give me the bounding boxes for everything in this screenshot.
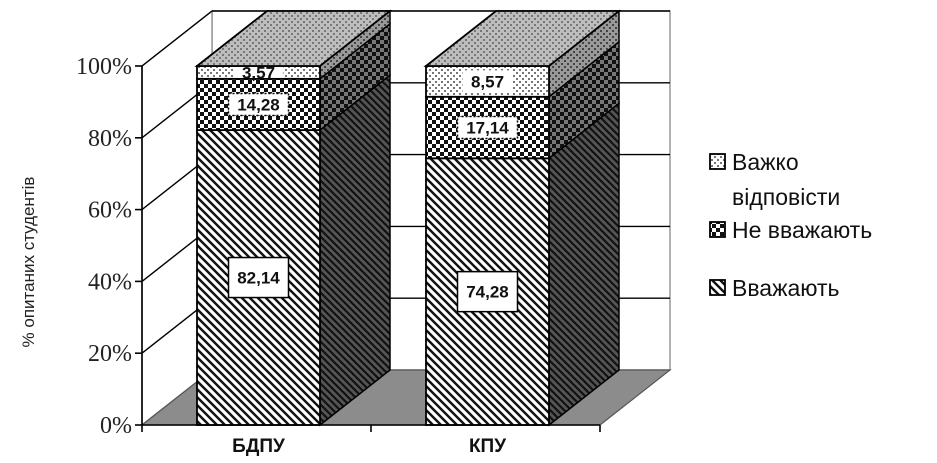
data-label-box <box>456 115 519 140</box>
category-label: БДПУ <box>232 436 285 457</box>
segment-agree-side <box>548 101 620 427</box>
segment-disagree <box>425 95 550 160</box>
legend-swatch <box>709 221 726 238</box>
x-axis: БДПУ КПУ <box>141 424 601 457</box>
legend-swatch <box>709 153 726 170</box>
segment-agree-side <box>319 73 391 427</box>
y-tick-label: 40% <box>88 269 132 295</box>
legend-label-line2: відповісти <box>732 184 840 210</box>
y-tick-label: 0% <box>100 413 132 439</box>
data-label: 82,14 <box>237 269 280 288</box>
data-label-box <box>233 67 284 78</box>
legend-swatch <box>709 279 726 296</box>
bars <box>194 9 622 427</box>
bar-top <box>423 10 622 67</box>
legend-label: Не вважають <box>732 217 872 243</box>
bar-top <box>194 10 393 67</box>
data-label-box <box>227 92 290 117</box>
gridline-side <box>141 10 213 67</box>
y-axis-title: % опитаних студентів <box>19 177 38 348</box>
data-label: 14,28 <box>237 95 280 114</box>
data-label-box <box>456 270 519 313</box>
y-tick-label: 60% <box>88 198 132 224</box>
legend-label: Вважають <box>732 275 840 301</box>
legend: Важко відповісти Не вважають Вважають <box>709 149 872 301</box>
data-label: 8,57 <box>471 72 504 91</box>
data-labels: 82,14 14,28 3,57 74,28 17,14 8,57 <box>227 63 519 313</box>
data-label-box <box>462 70 513 93</box>
data-label: 17,14 <box>466 119 509 138</box>
data-label: 74,28 <box>466 283 509 302</box>
y-tick-label: 80% <box>88 126 132 152</box>
data-label: 3,57 <box>242 63 275 82</box>
legend-label: Важко <box>732 149 799 175</box>
data-label-box <box>227 256 290 299</box>
y-tick-label: 20% <box>88 341 132 367</box>
category-label: КПУ <box>469 436 506 457</box>
y-axis: 0% 20% 40% 60% 80% 100% <box>76 54 143 439</box>
y-tick-label: 100% <box>76 54 132 80</box>
